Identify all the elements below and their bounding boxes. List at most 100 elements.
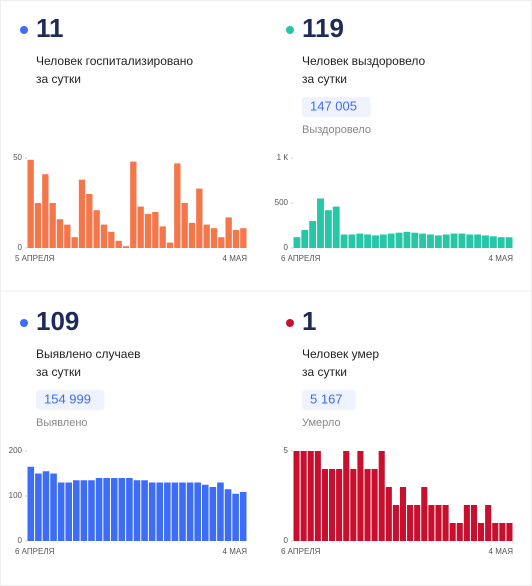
bar	[42, 471, 50, 541]
total-box	[302, 390, 356, 410]
x-start-label: 6 АПРЕЛЯ	[15, 547, 55, 556]
y-tick-label: 0	[284, 243, 289, 252]
caption: за сутки	[302, 365, 347, 379]
x-start-label: 5 АПРЕЛЯ	[15, 254, 55, 263]
bar	[499, 523, 506, 541]
bar	[379, 234, 387, 248]
bar	[372, 235, 379, 248]
bar	[240, 228, 247, 248]
bar	[357, 451, 364, 541]
bar	[458, 233, 466, 248]
total-box	[302, 97, 371, 117]
bar	[103, 478, 110, 541]
bar	[73, 480, 80, 541]
status-dot	[20, 26, 28, 34]
x-start-label: 6 АПРЕЛЯ	[281, 254, 321, 263]
caption: за сутки	[36, 72, 81, 86]
bar	[474, 234, 482, 248]
bar	[100, 224, 108, 248]
bar	[27, 159, 34, 248]
bar	[34, 203, 42, 248]
bar	[470, 505, 478, 541]
bar	[196, 188, 203, 248]
bar	[442, 234, 450, 248]
total-label: Выявлено	[36, 417, 88, 429]
bar	[478, 523, 485, 541]
bar	[203, 224, 210, 248]
bar	[144, 213, 152, 248]
bar	[27, 466, 35, 541]
y-tick-label: 5	[284, 446, 289, 455]
headline: 11	[36, 13, 64, 43]
bar	[181, 203, 188, 248]
bar	[411, 232, 419, 248]
bar	[435, 505, 442, 541]
bar	[456, 523, 463, 541]
bar	[385, 487, 392, 541]
bar	[57, 482, 65, 541]
bar	[49, 203, 56, 248]
y-tick-label: 500	[275, 198, 289, 207]
y-tick-label: 0	[18, 243, 23, 252]
status-dot	[20, 319, 28, 327]
status-dot	[286, 26, 294, 34]
bar	[293, 237, 301, 248]
bar	[321, 469, 328, 541]
caption: за сутки	[36, 365, 81, 379]
bar	[328, 469, 336, 541]
bar	[224, 489, 232, 541]
bar	[387, 233, 395, 248]
bar	[133, 480, 141, 541]
bar	[232, 493, 239, 541]
bar	[414, 505, 421, 541]
bar	[427, 234, 434, 248]
bar	[156, 482, 164, 541]
bar	[86, 194, 93, 248]
x-end-label: 4 МАЯ	[489, 547, 514, 556]
caption: за сутки	[302, 72, 347, 86]
headline: 1	[302, 306, 316, 336]
bar	[186, 482, 194, 541]
x-end-label: 4 МАЯ	[223, 547, 248, 556]
bar	[348, 234, 356, 248]
y-tick-label: 100	[9, 491, 23, 500]
bar	[164, 482, 171, 541]
y-tick-label: 50	[13, 153, 22, 162]
bar	[421, 487, 428, 541]
bar	[300, 451, 307, 541]
bar	[324, 210, 332, 248]
bar	[93, 210, 100, 248]
bar	[218, 237, 225, 248]
bar	[350, 469, 357, 541]
bar	[449, 523, 456, 541]
bar	[80, 480, 88, 541]
bar	[392, 505, 399, 541]
total: 5 167	[310, 391, 343, 406]
caption: Выявлено случаев	[36, 347, 141, 361]
bar	[364, 234, 372, 248]
bar	[482, 235, 489, 248]
total-label: Умерло	[302, 417, 341, 429]
bar	[210, 228, 218, 248]
x-end-label: 4 МАЯ	[489, 254, 514, 263]
y-tick-label: 0	[284, 536, 289, 545]
headline: 109	[36, 306, 79, 336]
bar	[505, 237, 513, 248]
total-box	[36, 390, 105, 410]
bar	[332, 206, 340, 248]
bar	[497, 237, 505, 248]
bar	[395, 232, 403, 248]
x-end-label: 4 МАЯ	[223, 254, 248, 263]
bar	[152, 212, 159, 248]
bar	[434, 235, 442, 248]
bar	[110, 478, 118, 541]
y-tick-label: 200	[9, 446, 23, 455]
bar	[343, 451, 350, 541]
bar	[194, 482, 201, 541]
bar	[88, 480, 95, 541]
bar	[340, 234, 348, 248]
bar	[301, 230, 309, 248]
bar	[314, 451, 321, 541]
